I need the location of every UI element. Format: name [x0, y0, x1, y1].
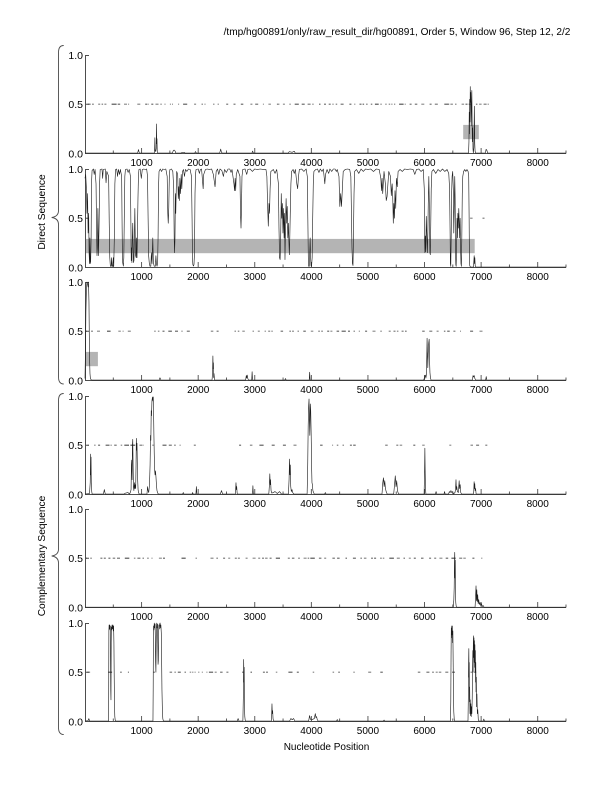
svg-text:5000: 5000	[357, 272, 380, 283]
svg-text:6000: 6000	[413, 385, 436, 396]
svg-text:6000: 6000	[413, 499, 436, 510]
svg-text:4000: 4000	[300, 499, 323, 510]
svg-text:1.0: 1.0	[68, 391, 83, 403]
svg-text:2000: 2000	[187, 158, 210, 169]
svg-text:2000: 2000	[187, 726, 210, 737]
svg-text:8000: 8000	[527, 385, 550, 396]
svg-text:4000: 4000	[300, 612, 323, 623]
svg-text:5000: 5000	[357, 499, 380, 510]
svg-text:8000: 8000	[527, 612, 550, 623]
svg-text:1000: 1000	[130, 158, 153, 169]
svg-text:4000: 4000	[300, 272, 323, 283]
svg-text:1000: 1000	[130, 272, 153, 283]
svg-text:4000: 4000	[300, 385, 323, 396]
svg-text:Complementary Sequence: Complementary Sequence	[37, 495, 48, 616]
svg-text:3000: 3000	[244, 726, 267, 737]
svg-text:5000: 5000	[357, 385, 380, 396]
svg-text:3000: 3000	[244, 272, 267, 283]
svg-text:Nucleotide Position: Nucleotide Position	[284, 742, 370, 753]
svg-text:1.0: 1.0	[68, 50, 83, 62]
svg-text:8000: 8000	[527, 499, 550, 510]
svg-text:0.5: 0.5	[68, 213, 83, 225]
svg-text:7000: 7000	[470, 612, 493, 623]
svg-text:5000: 5000	[357, 612, 380, 623]
svg-text:1000: 1000	[130, 726, 153, 737]
svg-text:5000: 5000	[357, 726, 380, 737]
svg-text:7000: 7000	[470, 499, 493, 510]
svg-text:0.0: 0.0	[68, 262, 83, 274]
svg-text:8000: 8000	[527, 726, 550, 737]
svg-text:3000: 3000	[244, 499, 267, 510]
svg-text:3000: 3000	[244, 385, 267, 396]
svg-text:0.5: 0.5	[68, 553, 83, 565]
svg-text:1.0: 1.0	[68, 504, 83, 516]
svg-text:6000: 6000	[413, 726, 436, 737]
svg-text:0.0: 0.0	[68, 148, 83, 160]
svg-text:1000: 1000	[130, 499, 153, 510]
svg-text:7000: 7000	[470, 726, 493, 737]
svg-text:1000: 1000	[130, 612, 153, 623]
svg-text:7000: 7000	[470, 385, 493, 396]
svg-text:2000: 2000	[187, 499, 210, 510]
svg-text:0.5: 0.5	[68, 326, 83, 338]
svg-text:1.0: 1.0	[68, 164, 83, 176]
svg-text:2000: 2000	[187, 612, 210, 623]
svg-text:6000: 6000	[413, 612, 436, 623]
svg-text:0.0: 0.0	[68, 716, 83, 728]
svg-text:/tmp/hg00891/only/raw_result_d: /tmp/hg00891/only/raw_result_dir/hg00891…	[224, 27, 571, 38]
svg-text:Direct Sequence: Direct Sequence	[37, 174, 48, 250]
svg-text:2000: 2000	[187, 385, 210, 396]
svg-text:3000: 3000	[244, 612, 267, 623]
svg-text:6000: 6000	[413, 158, 436, 169]
svg-text:2000: 2000	[187, 272, 210, 283]
svg-text:8000: 8000	[527, 272, 550, 283]
svg-text:1000: 1000	[130, 385, 153, 396]
svg-text:7000: 7000	[470, 158, 493, 169]
svg-text:1.0: 1.0	[68, 618, 83, 630]
svg-text:0.0: 0.0	[68, 489, 83, 501]
svg-text:4000: 4000	[300, 158, 323, 169]
svg-text:7000: 7000	[470, 272, 493, 283]
svg-text:0.5: 0.5	[68, 440, 83, 452]
svg-text:0.5: 0.5	[68, 667, 83, 679]
svg-text:5000: 5000	[357, 158, 380, 169]
svg-text:4000: 4000	[300, 726, 323, 737]
svg-text:0.5: 0.5	[68, 99, 83, 111]
svg-text:8000: 8000	[527, 158, 550, 169]
svg-text:0.0: 0.0	[68, 602, 83, 614]
svg-text:3000: 3000	[244, 158, 267, 169]
svg-text:1.0: 1.0	[68, 277, 83, 289]
svg-text:0.0: 0.0	[68, 375, 83, 387]
svg-text:6000: 6000	[413, 272, 436, 283]
